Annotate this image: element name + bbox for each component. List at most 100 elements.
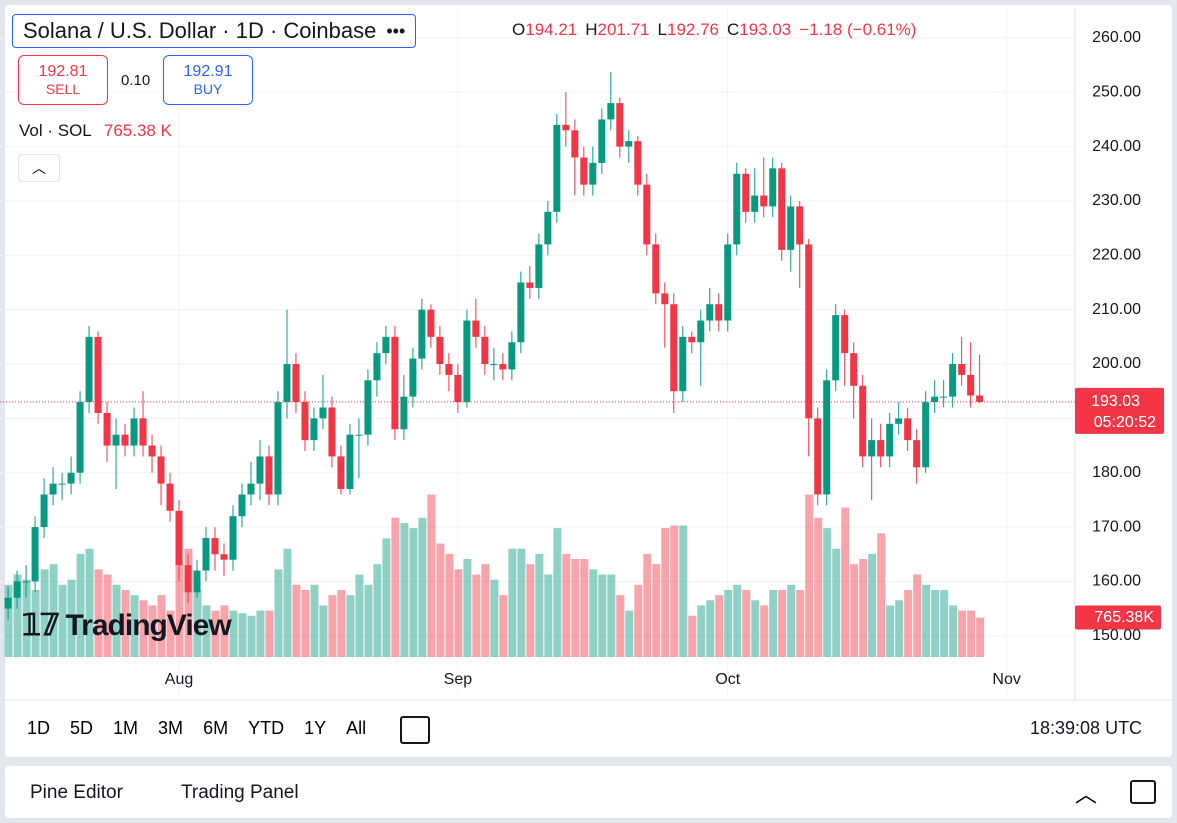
volume-bar xyxy=(31,589,40,657)
candle-body xyxy=(625,141,633,147)
range-button[interactable]: YTD xyxy=(248,718,285,738)
volume-bar xyxy=(634,584,643,657)
range-button[interactable]: 6M xyxy=(203,718,229,738)
candle-body xyxy=(175,510,183,566)
volume-bar xyxy=(904,589,913,657)
range-button[interactable]: 1D xyxy=(27,718,51,738)
candle-body xyxy=(877,440,885,457)
volume-box xyxy=(1075,605,1161,630)
ohlc-value: 194.21 xyxy=(525,20,578,39)
candle-body xyxy=(535,244,543,288)
volume-bar xyxy=(967,610,976,657)
volume-bar xyxy=(661,528,670,657)
countdown: 05:20:52 xyxy=(1094,414,1156,431)
volume-bar xyxy=(4,584,13,657)
candle-body xyxy=(553,124,561,212)
volume-bar xyxy=(832,548,841,657)
y-tick-label: 240.00 xyxy=(1092,138,1141,155)
candle-body xyxy=(85,336,93,403)
volume-bar xyxy=(958,610,967,657)
candle-body xyxy=(40,494,48,528)
candle-body xyxy=(382,336,390,354)
range-button[interactable]: All xyxy=(346,718,367,738)
volume-bar xyxy=(931,589,940,657)
volume-bar xyxy=(616,595,625,657)
symbol-title[interactable]: Solana / U.S. Dollar · 1D · Coinbase ••• xyxy=(12,14,417,48)
volume-bar xyxy=(211,610,220,657)
collapse-panel[interactable]: ︿ xyxy=(1075,782,1098,807)
volume-bar xyxy=(733,584,742,657)
volume-bar xyxy=(193,589,202,657)
range-button[interactable]: 1M xyxy=(113,718,139,738)
candle-body xyxy=(967,374,975,396)
range-button[interactable]: 1Y xyxy=(304,718,327,738)
x-tick-label: Aug xyxy=(165,671,193,688)
volume-value: 765.38 K xyxy=(103,121,172,140)
maximize-panel[interactable] xyxy=(1130,780,1156,804)
candle-body xyxy=(850,353,858,386)
candle-body xyxy=(427,309,435,337)
volume-bar xyxy=(877,533,886,657)
candle-body xyxy=(472,320,480,337)
candle-body xyxy=(22,581,30,583)
range-button[interactable]: 3M xyxy=(158,718,184,738)
candle-body xyxy=(238,494,246,517)
candle-body xyxy=(823,380,831,495)
tab[interactable]: Trading Panel xyxy=(181,782,299,803)
volume-bar xyxy=(328,595,337,657)
candle-body xyxy=(337,456,345,490)
volume-bar xyxy=(94,569,103,657)
buy-button[interactable]: 192.91 BUY xyxy=(163,55,253,105)
volume-bar xyxy=(868,553,877,657)
candle-body xyxy=(481,336,489,365)
volume-bar xyxy=(508,548,517,657)
volume-bar xyxy=(481,564,490,657)
candle-body xyxy=(346,434,354,490)
candle-body xyxy=(355,434,363,436)
sell-price: 192.81 xyxy=(38,63,88,80)
candle-body xyxy=(31,527,39,582)
candle-body xyxy=(724,244,732,321)
volume-bar xyxy=(706,600,715,657)
volume-bar xyxy=(598,574,607,657)
volume-bar xyxy=(274,569,283,657)
ohlc-legend: O194.21 H201.71 L192.76 C193.03 −1.18 (−0.61… xyxy=(512,20,924,40)
volume-bar xyxy=(382,538,391,657)
candle-body xyxy=(679,336,687,392)
candle-body xyxy=(400,396,408,430)
candle-body xyxy=(319,407,327,419)
sell-button[interactable]: 192.81 SELL xyxy=(18,55,108,105)
candle-body xyxy=(157,456,165,484)
candle-body xyxy=(166,483,174,511)
tab[interactable]: Pine Editor xyxy=(30,782,123,803)
y-tick-label: 200.00 xyxy=(1092,355,1141,372)
candle-body xyxy=(49,483,57,495)
volume-bar xyxy=(553,528,562,657)
candle-body xyxy=(130,418,138,446)
range-bar: 1D 5D 1M 3M 6M YTD 1Y All xyxy=(27,718,366,739)
volume-bar xyxy=(400,522,409,657)
more-icon[interactable]: ••• xyxy=(386,20,406,41)
price-box xyxy=(1075,387,1164,434)
candle-body xyxy=(778,168,786,250)
candle-body xyxy=(742,173,750,212)
candle-body xyxy=(445,364,453,375)
candle-body xyxy=(661,293,669,305)
volume-bar xyxy=(166,610,175,657)
date-range-icon[interactable] xyxy=(400,716,430,744)
volume-bar xyxy=(292,584,301,657)
range-button[interactable]: 5D xyxy=(70,718,94,738)
volume-bar xyxy=(571,559,580,657)
candle-body xyxy=(670,304,678,392)
candle-body xyxy=(589,162,597,185)
volume-bar xyxy=(238,613,247,657)
ohlc-label: L xyxy=(657,20,667,39)
candle-body xyxy=(733,173,741,245)
candle-body xyxy=(256,456,264,484)
collapse-button[interactable]: ︿ xyxy=(18,154,60,182)
volume-bar xyxy=(355,574,364,657)
candle-body xyxy=(301,402,309,441)
candle-body xyxy=(814,418,822,495)
candle-body xyxy=(247,483,255,495)
volume-bar xyxy=(751,600,760,657)
